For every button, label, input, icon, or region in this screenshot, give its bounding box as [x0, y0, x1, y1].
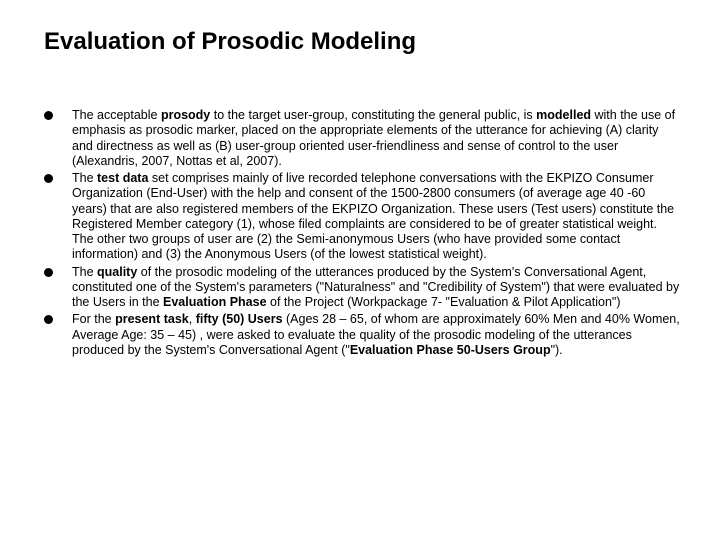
bullet-list: The acceptable prosody to the target use…	[44, 108, 680, 358]
bullet-text: The quality of the prosodic modeling of …	[72, 265, 679, 310]
bullet-dot-icon	[44, 111, 53, 120]
slide-title: Evaluation of Prosodic Modeling	[44, 28, 680, 56]
bullet-dot-icon	[44, 268, 53, 277]
bullet-item: The test data set comprises mainly of li…	[44, 171, 680, 263]
bullet-dot-icon	[44, 174, 53, 183]
bullet-text: The acceptable prosody to the target use…	[72, 108, 675, 168]
bullet-item: The quality of the prosodic modeling of …	[44, 265, 680, 311]
bullet-item: The acceptable prosody to the target use…	[44, 108, 680, 169]
bullet-item: For the present task, fifty (50) Users (…	[44, 312, 680, 358]
bullet-text: For the present task, fifty (50) Users (…	[72, 312, 680, 357]
slide: Evaluation of Prosodic Modeling The acce…	[0, 0, 720, 540]
bullet-dot-icon	[44, 315, 53, 324]
bullet-text: The test data set comprises mainly of li…	[72, 171, 674, 261]
